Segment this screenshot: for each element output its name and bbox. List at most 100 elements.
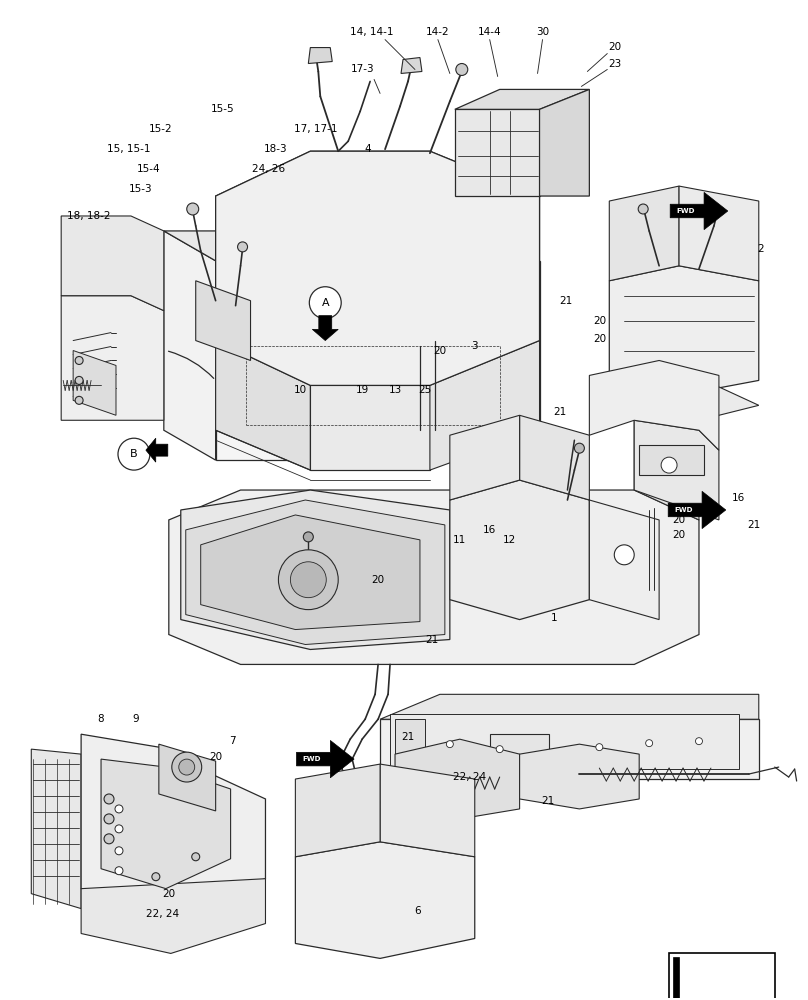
Text: 30: 30 xyxy=(536,27,549,37)
Polygon shape xyxy=(216,341,310,470)
Circle shape xyxy=(187,203,199,215)
Circle shape xyxy=(104,794,114,804)
Circle shape xyxy=(303,532,314,542)
Text: 8: 8 xyxy=(98,714,104,724)
Text: 16: 16 xyxy=(483,525,496,535)
Text: 12: 12 xyxy=(503,535,516,545)
Circle shape xyxy=(696,738,702,745)
Text: 19: 19 xyxy=(356,385,368,395)
Circle shape xyxy=(75,356,83,364)
Polygon shape xyxy=(81,734,266,909)
Text: 15, 15-1: 15, 15-1 xyxy=(107,144,151,154)
Polygon shape xyxy=(634,375,759,420)
Text: 20: 20 xyxy=(209,752,222,762)
Polygon shape xyxy=(609,266,759,395)
Polygon shape xyxy=(181,490,450,649)
Polygon shape xyxy=(380,719,759,779)
Text: 20: 20 xyxy=(672,515,686,525)
Polygon shape xyxy=(297,740,354,778)
Circle shape xyxy=(574,443,584,453)
Polygon shape xyxy=(540,89,589,196)
Polygon shape xyxy=(200,515,420,630)
Text: 21: 21 xyxy=(425,635,439,645)
Polygon shape xyxy=(61,296,164,420)
Polygon shape xyxy=(310,385,430,470)
Text: 22, 24: 22, 24 xyxy=(453,772,486,782)
Circle shape xyxy=(279,550,339,610)
Polygon shape xyxy=(430,341,540,470)
Text: 21: 21 xyxy=(541,796,554,806)
Polygon shape xyxy=(520,415,589,500)
Polygon shape xyxy=(216,261,540,460)
Circle shape xyxy=(172,752,202,782)
Text: A: A xyxy=(322,298,329,308)
Text: 21: 21 xyxy=(553,407,566,417)
Polygon shape xyxy=(74,351,116,415)
Text: 6: 6 xyxy=(415,906,421,916)
Text: 4: 4 xyxy=(364,144,372,154)
Polygon shape xyxy=(296,842,475,958)
Text: 16: 16 xyxy=(732,493,746,503)
Text: 17, 17-1: 17, 17-1 xyxy=(293,124,337,134)
Text: 14-2: 14-2 xyxy=(426,27,450,37)
Polygon shape xyxy=(216,151,540,385)
Bar xyxy=(639,445,704,475)
Text: 15-3: 15-3 xyxy=(129,184,153,194)
Text: 21: 21 xyxy=(559,296,572,306)
Text: 20: 20 xyxy=(372,575,385,585)
Polygon shape xyxy=(101,759,230,889)
Text: 22, 24: 22, 24 xyxy=(146,909,179,919)
Polygon shape xyxy=(81,879,266,953)
Polygon shape xyxy=(380,694,759,719)
Circle shape xyxy=(238,242,247,252)
Text: 18-3: 18-3 xyxy=(263,144,288,154)
Polygon shape xyxy=(146,438,168,462)
Circle shape xyxy=(152,873,160,881)
Bar xyxy=(669,953,775,1000)
Polygon shape xyxy=(520,744,639,809)
Polygon shape xyxy=(699,963,772,999)
Text: 18, 18-2: 18, 18-2 xyxy=(67,211,111,221)
Circle shape xyxy=(179,759,195,775)
Text: 13: 13 xyxy=(389,385,402,395)
Bar xyxy=(490,734,549,759)
Circle shape xyxy=(614,545,634,565)
Text: 21: 21 xyxy=(747,520,760,530)
Text: B: B xyxy=(130,449,137,459)
Text: 20: 20 xyxy=(593,316,606,326)
Circle shape xyxy=(446,741,453,748)
Polygon shape xyxy=(186,500,445,645)
Polygon shape xyxy=(401,58,422,73)
Text: FWD: FWD xyxy=(302,756,321,762)
Circle shape xyxy=(104,814,114,824)
Circle shape xyxy=(638,204,648,214)
Text: 15-4: 15-4 xyxy=(137,164,161,174)
Text: FWD: FWD xyxy=(674,507,692,513)
Circle shape xyxy=(191,853,200,861)
Text: 17-3: 17-3 xyxy=(351,64,374,74)
Circle shape xyxy=(118,438,149,470)
Polygon shape xyxy=(455,89,589,109)
Polygon shape xyxy=(679,186,759,281)
Polygon shape xyxy=(455,109,540,196)
Circle shape xyxy=(646,740,653,747)
Polygon shape xyxy=(634,390,699,520)
Polygon shape xyxy=(609,186,679,281)
Text: FWD: FWD xyxy=(676,208,695,214)
Text: 25: 25 xyxy=(419,385,431,395)
Circle shape xyxy=(290,562,326,598)
Circle shape xyxy=(115,847,123,855)
Polygon shape xyxy=(216,151,540,385)
Text: 15-5: 15-5 xyxy=(211,104,234,114)
Polygon shape xyxy=(589,500,659,620)
Circle shape xyxy=(309,287,341,319)
Polygon shape xyxy=(313,316,339,341)
Text: 5: 5 xyxy=(701,503,709,513)
Polygon shape xyxy=(196,281,250,360)
Text: 9: 9 xyxy=(133,714,139,724)
Text: 24, 26: 24, 26 xyxy=(252,164,285,174)
Text: 20: 20 xyxy=(162,889,175,899)
Circle shape xyxy=(115,825,123,833)
Text: 14, 14-1: 14, 14-1 xyxy=(351,27,393,37)
Polygon shape xyxy=(589,360,719,450)
